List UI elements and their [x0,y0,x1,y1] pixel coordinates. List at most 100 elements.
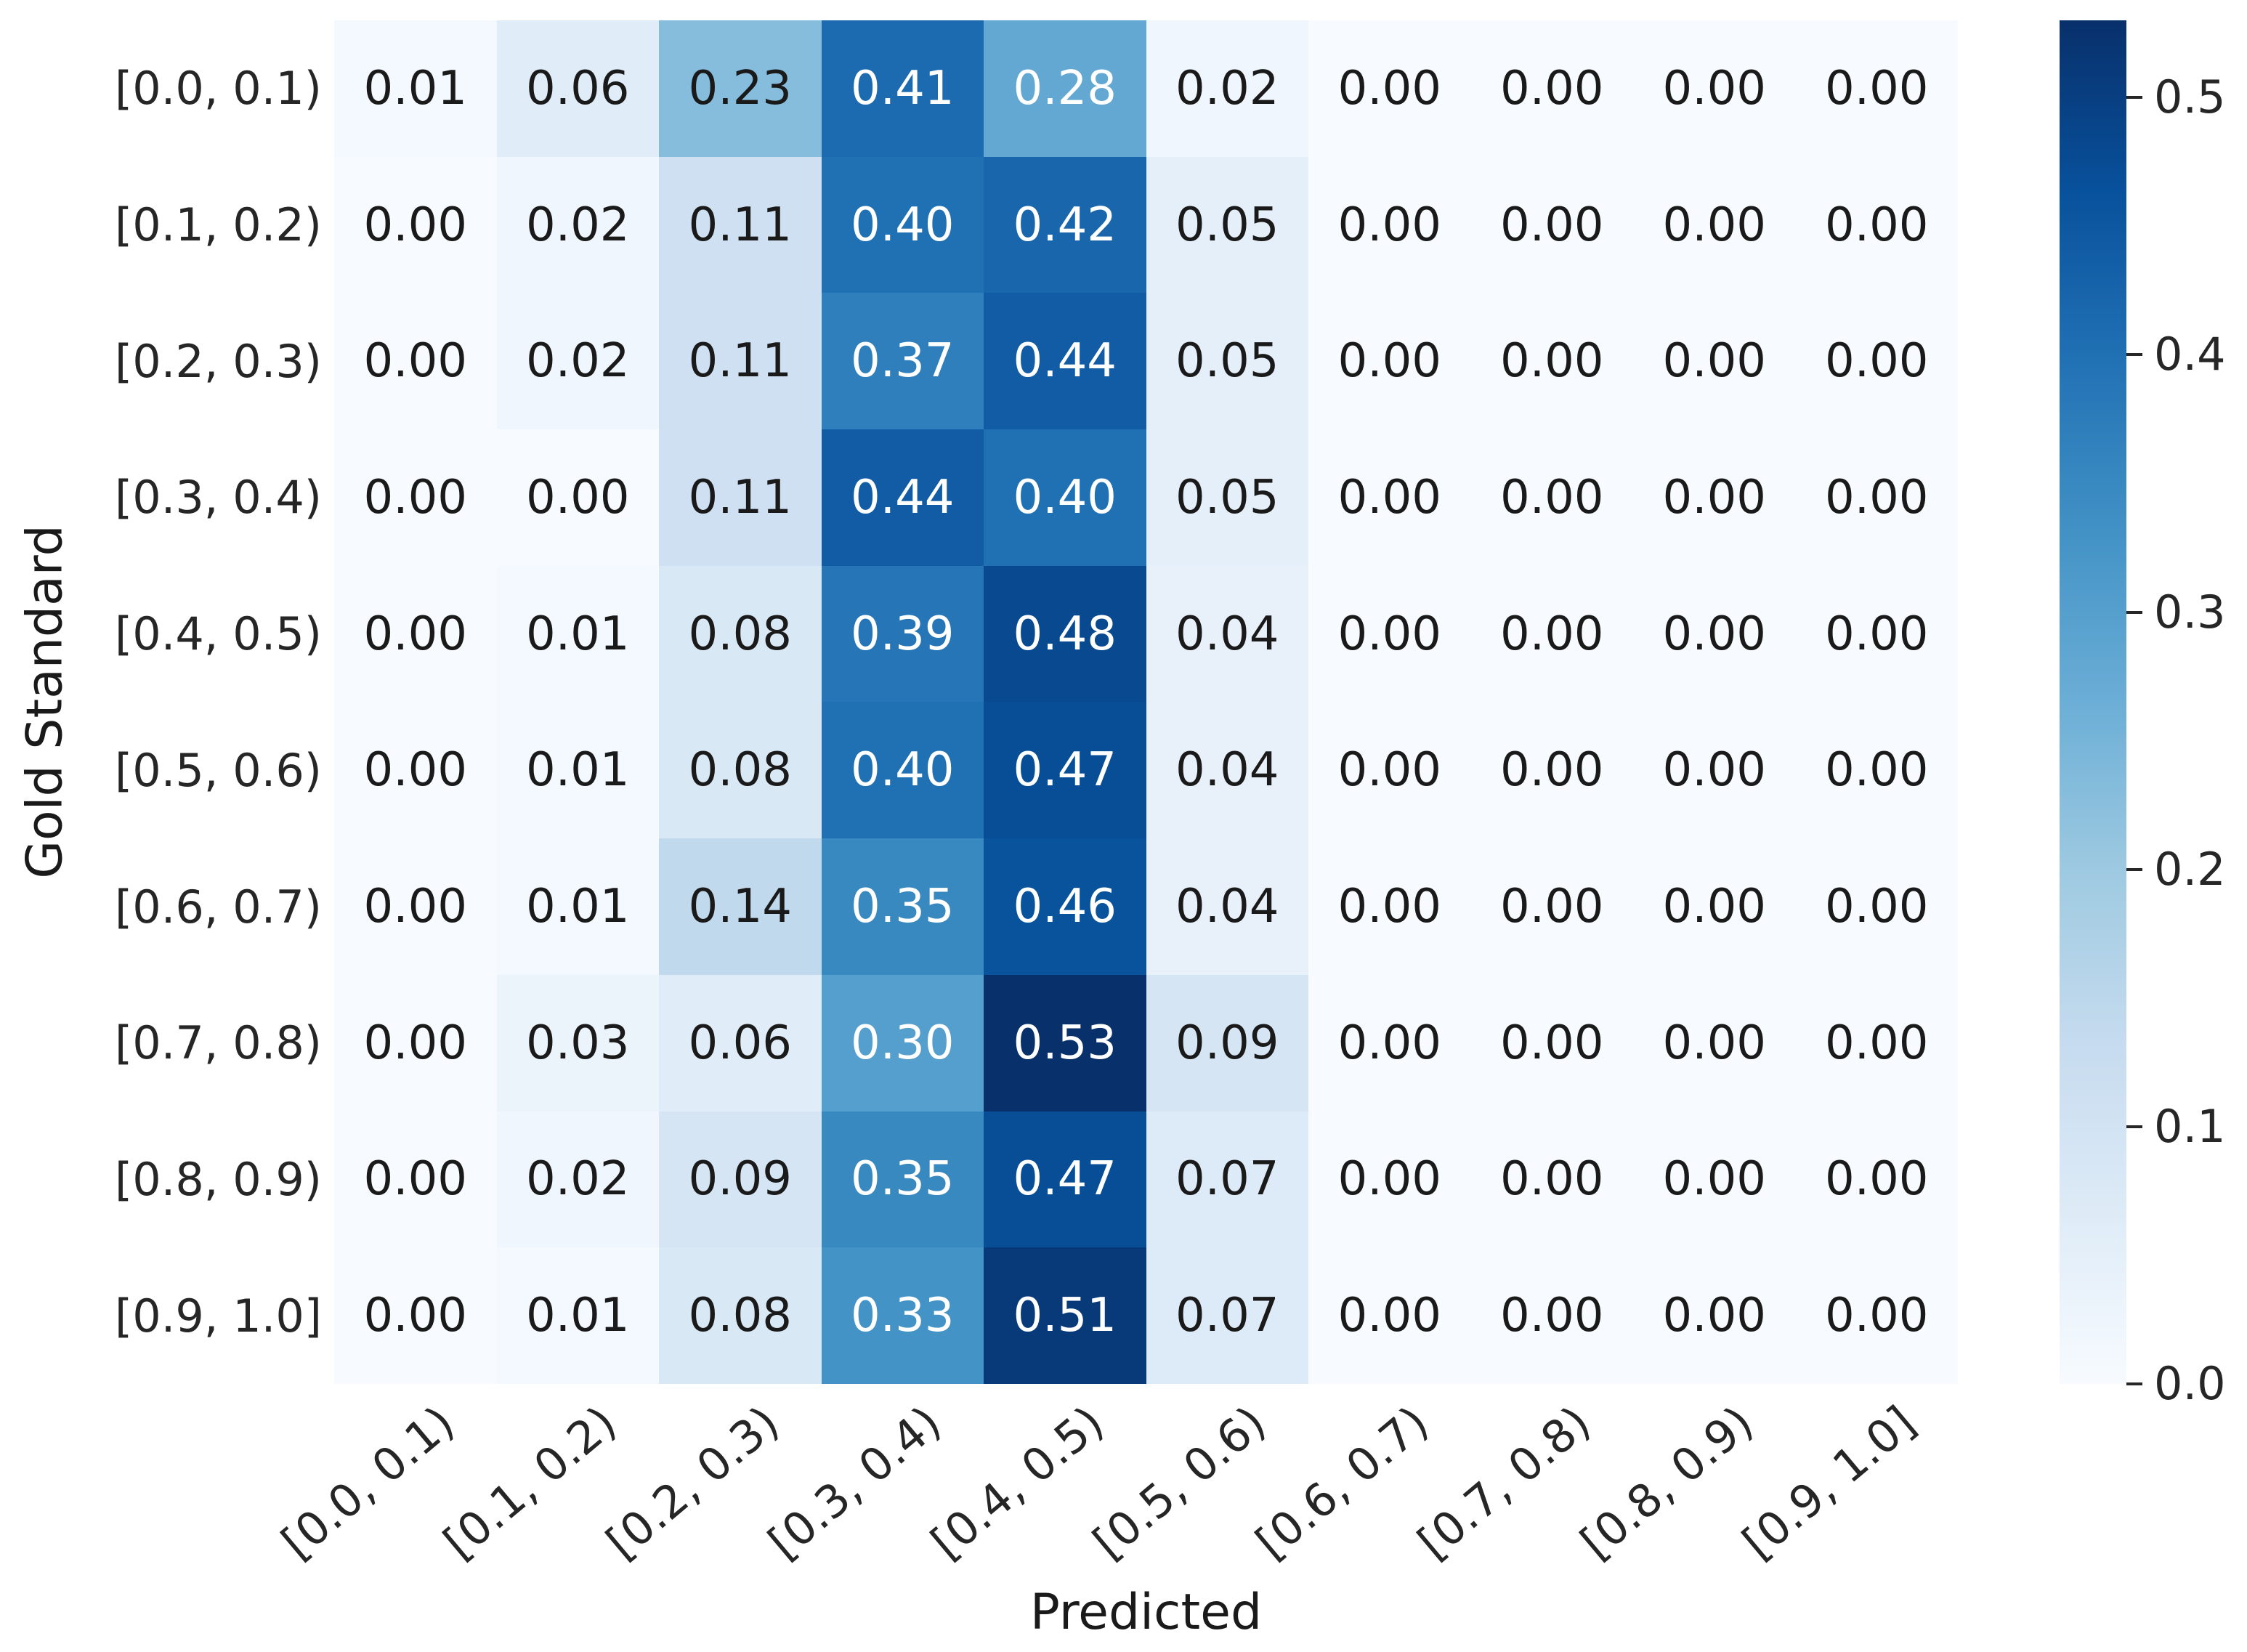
heatmap-cell: 0.53 [984,974,1146,1112]
colorbar-tick-mark [2126,353,2142,357]
heatmap-cell: 0.00 [1308,974,1471,1112]
y-tick-label: [0.2, 0.3) [115,334,322,388]
heatmap-cell: 0.00 [334,156,497,293]
heatmap-cell: 0.44 [984,293,1146,430]
heatmap-cell: 0.00 [1795,20,1958,157]
heatmap-cell: 0.00 [1633,1247,1796,1384]
heatmap-cell: 0.00 [1470,974,1633,1112]
heatmap-cell: 0.00 [1308,565,1471,702]
heatmap-cell: 0.00 [1308,1111,1471,1248]
x-tick-label: [0.4, 0.5) [920,1396,1114,1570]
heatmap-cell: 0.00 [1470,565,1633,702]
heatmap-cell: 0.00 [1470,20,1633,157]
heatmap-cell: 0.00 [1470,156,1633,293]
heatmap-cell: 0.08 [659,565,822,702]
heatmap-cell: 0.02 [1146,20,1308,157]
heatmap-cell: 0.09 [659,1111,822,1248]
y-tick-label: [0.7, 0.8) [115,1016,322,1070]
heatmap-cell: 0.44 [821,429,984,566]
heatmap-cell: 0.01 [496,838,659,975]
heatmap-cell: 0.06 [496,20,659,157]
heatmap-cell: 0.00 [1633,156,1796,293]
heatmap-cell: 0.01 [496,1247,659,1384]
heatmap-cell: 0.01 [496,702,659,839]
heatmap-cell: 0.04 [1146,702,1308,839]
heatmap-cell: 0.08 [659,702,822,839]
heatmap-cell: 0.33 [821,1247,984,1384]
heatmap-cell: 0.00 [1470,1111,1633,1248]
heatmap-grid: 0.01 0.06 0.23 0.41 0.28 0.02 0.00 0.00 0.00 0.00… [334,20,1958,1384]
heatmap-cell: 0.00 [1308,702,1471,839]
colorbar-ticks: 0.0 0.1 0.2 0.3 0.4 0.5 [2126,20,2247,1406]
heatmap-cell: 0.41 [821,20,984,157]
heatmap-cell: 0.04 [1146,838,1308,975]
heatmap-cell: 0.00 [1795,565,1958,702]
y-axis-tick-labels: [0.0, 0.1) [0.1, 0.2) [0.2, 0.3) [0.3, 0.4)… [0,20,322,1384]
heatmap-cell: 0.30 [821,974,984,1112]
y-tick-label: [0.9, 1.0] [115,1289,322,1343]
colorbar [2060,20,2126,1384]
heatmap-cell: 0.00 [1308,20,1471,157]
colorbar-tick-mark [2126,867,2142,871]
colorbar-tick-label: 0.5 [2154,70,2226,124]
y-tick-label: [0.0, 0.1) [115,62,322,116]
heatmap-cell: 0.40 [821,702,984,839]
colorbar-tick-label: 0.4 [2154,328,2226,381]
heatmap-cell: 0.00 [334,565,497,702]
heatmap-cell: 0.00 [1795,156,1958,293]
y-tick-label: [0.3, 0.4) [115,471,322,525]
heatmap-cell: 0.00 [1470,293,1633,430]
heatmap-cell: 0.00 [1633,1111,1796,1248]
heatmap-cell: 0.00 [1633,565,1796,702]
heatmap-cell: 0.00 [334,293,497,430]
heatmap-cell: 0.00 [1308,429,1471,566]
heatmap-cell: 0.35 [821,1111,984,1248]
heatmap-cell: 0.02 [496,156,659,293]
y-tick-label: [0.1, 0.2) [115,198,322,252]
y-tick-label: [0.8, 0.9) [115,1152,322,1206]
heatmap-cell: 0.00 [334,838,497,975]
heatmap-cell: 0.00 [1633,838,1796,975]
heatmap-cell: 0.47 [984,702,1146,839]
colorbar-tick-mark [2126,610,2142,614]
heatmap-cell: 0.00 [1308,156,1471,293]
heatmap-cell: 0.51 [984,1247,1146,1384]
heatmap-cell: 0.06 [659,974,822,1112]
heatmap-cell: 0.07 [1146,1247,1308,1384]
x-tick-label: [0.9, 1.0] [1732,1396,1926,1570]
heatmap-cell: 0.00 [1308,1247,1471,1384]
heatmap-cell: 0.05 [1146,429,1308,566]
heatmap-cell: 0.00 [1633,429,1796,566]
colorbar-tick-label: 0.2 [2154,842,2226,896]
heatmap-cell: 0.02 [496,293,659,430]
heatmap-cell: 0.08 [659,1247,822,1384]
heatmap-cell: 0.02 [496,1111,659,1248]
heatmap-cell: 0.00 [1308,838,1471,975]
heatmap-cell: 0.00 [334,429,497,566]
heatmap-cell: 0.05 [1146,156,1308,293]
heatmap-cell: 0.00 [334,702,497,839]
heatmap-cell: 0.05 [1146,293,1308,430]
heatmap-cell: 0.39 [821,565,984,702]
heatmap-cell: 0.00 [1795,974,1958,1112]
heatmap-cell: 0.46 [984,838,1146,975]
heatmap-cell: 0.47 [984,1111,1146,1248]
heatmap-cell: 0.00 [1795,838,1958,975]
heatmap-cell: 0.42 [984,156,1146,293]
heatmap-cell: 0.00 [1470,429,1633,566]
heatmap-cell: 0.00 [1795,702,1958,839]
heatmap-cell: 0.03 [496,974,659,1112]
x-axis-title: Predicted [1029,1584,1263,1641]
heatmap-cell: 0.00 [1795,1247,1958,1384]
colorbar-tick-mark [2126,1125,2142,1128]
heatmap-cell: 0.11 [659,156,822,293]
heatmap-cell: 0.00 [1633,702,1796,839]
colorbar-tick-label: 0.3 [2154,585,2226,639]
heatmap-cell: 0.35 [821,838,984,975]
heatmap-cell: 0.14 [659,838,822,975]
y-tick-label: [0.4, 0.5) [115,607,322,661]
colorbar-tick-label: 0.1 [2154,1099,2226,1153]
heatmap-cell: 0.11 [659,429,822,566]
x-tick-label: [0.3, 0.4) [758,1396,952,1570]
colorbar-tick-mark [2126,1382,2142,1385]
